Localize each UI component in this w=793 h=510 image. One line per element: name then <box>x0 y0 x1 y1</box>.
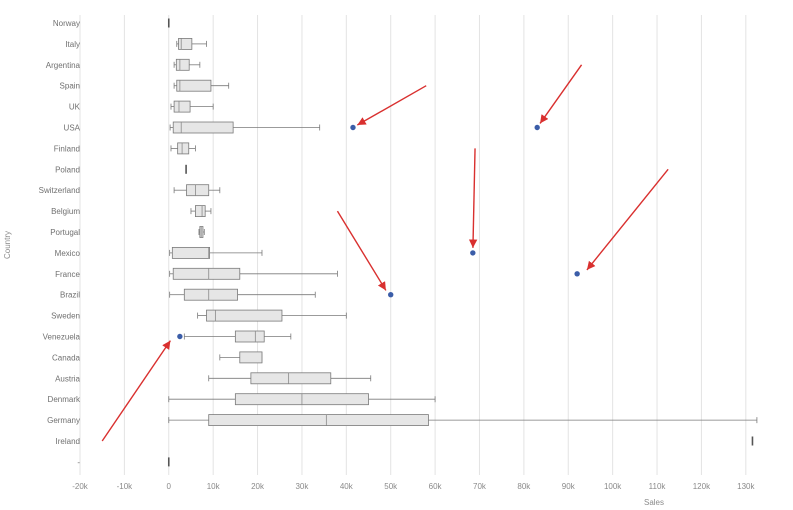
category-label: Portugal <box>50 228 80 237</box>
outlier-point <box>350 124 356 131</box>
gridlines <box>79 15 747 475</box>
category-label: France <box>55 270 80 279</box>
x-tick-label: 30k <box>295 482 309 491</box>
box-argentina <box>173 58 201 71</box>
annotation-arrow <box>101 340 171 442</box>
category-label: Venezuela <box>43 333 81 342</box>
x-tick-label: -10k <box>117 482 134 491</box>
x-tick-label: 40k <box>340 482 354 491</box>
box-iqr <box>175 58 190 71</box>
annotation-arrow <box>468 148 478 248</box>
x-tick-label: 10k <box>207 482 221 491</box>
category-label: USA <box>64 124 81 133</box>
boxes <box>167 18 758 467</box>
category-label: Poland <box>55 165 80 174</box>
box-usa <box>169 121 321 134</box>
x-tick-labels: -20k -10k 0 10k 20k 30k 40k 50k 60k 70k 80k 90k 100k… <box>72 482 755 491</box>
category-label: Spain <box>60 82 80 91</box>
category-label: Canada <box>52 353 81 362</box>
box-germany <box>168 414 758 427</box>
x-tick-label: 120k <box>693 482 711 491</box>
category-label: Germany <box>47 416 80 425</box>
outlier-point <box>534 124 540 131</box>
outlier-point <box>177 333 183 340</box>
x-tick-label: 70k <box>473 482 487 491</box>
category-label: Austria <box>55 374 80 383</box>
box-finland <box>170 142 196 155</box>
category-label: Ireland <box>56 437 80 446</box>
category-label: Brazil <box>60 291 80 300</box>
box-mexico <box>169 246 263 259</box>
category-label: UK <box>69 103 81 112</box>
category-label: Finland <box>54 144 80 153</box>
box-iqr <box>206 309 283 322</box>
box-iqr <box>173 100 191 113</box>
box-sweden <box>197 309 347 322</box>
x-tick-label: 110k <box>649 482 667 491</box>
box-portugal <box>198 226 205 238</box>
x-tick-label: 90k <box>562 482 576 491</box>
annotation-arrow <box>586 168 669 271</box>
x-tick-label: -20k <box>72 482 89 491</box>
x-tick-label: 0 <box>167 482 172 491</box>
category-labels: Norway Italy Argentina Spain UK USA Finland Pol… <box>39 19 81 467</box>
annotation-arrow <box>356 85 427 126</box>
box-iqr <box>239 351 263 364</box>
category-label: Denmark <box>48 395 81 404</box>
box-iqr <box>178 38 193 50</box>
box-spain <box>173 79 230 92</box>
category-label: Italy <box>65 40 80 49</box>
box-iqr <box>186 184 210 197</box>
box-belgium <box>190 205 212 218</box>
x-tick-label: 80k <box>517 482 531 491</box>
box-france <box>169 267 338 280</box>
x-tick-label: 20k <box>251 482 265 491</box>
x-tick-label: 50k <box>384 482 398 491</box>
annotation-arrow <box>336 210 387 291</box>
box-iqr <box>183 288 238 301</box>
category-label: Mexico <box>55 249 81 258</box>
outlier-point <box>574 271 580 277</box>
box-denmark <box>168 393 436 406</box>
box-iqr <box>171 246 211 259</box>
x-tick-label: 130k <box>737 482 755 491</box>
annotation-arrows <box>101 64 669 442</box>
box-iqr <box>176 79 212 92</box>
box-canada <box>219 351 263 364</box>
category-label: Switzerland <box>39 186 80 195</box>
box-uk <box>170 100 214 113</box>
box-iqr <box>177 142 190 155</box>
box-iqr <box>172 267 241 280</box>
box-iqr <box>234 330 265 343</box>
box-iqr <box>195 205 206 218</box>
category-label: Sweden <box>51 312 80 321</box>
box-austria <box>208 372 372 385</box>
category-label: Argentina <box>46 61 81 70</box>
box-switzerland <box>173 184 221 197</box>
box-iqr <box>250 372 332 385</box>
annotation-arrow <box>539 64 583 124</box>
outlier-point <box>470 250 476 256</box>
box-italy <box>176 38 207 50</box>
box-venezuela <box>183 330 292 343</box>
box-iqr <box>208 414 429 427</box>
box-brazil <box>169 288 316 301</box>
category-label: Belgium <box>51 207 80 216</box>
x-tick-label: 60k <box>429 482 443 491</box>
box-iqr <box>172 121 234 134</box>
category-label: Norway <box>53 19 80 28</box>
outlier-point <box>388 292 394 298</box>
x-tick-label: 100k <box>604 482 622 491</box>
x-axis-title: Sales <box>644 498 664 507</box>
y-axis-title: Country <box>3 231 12 259</box>
category-label: - <box>77 458 80 467</box>
outlier-points <box>177 124 580 340</box>
